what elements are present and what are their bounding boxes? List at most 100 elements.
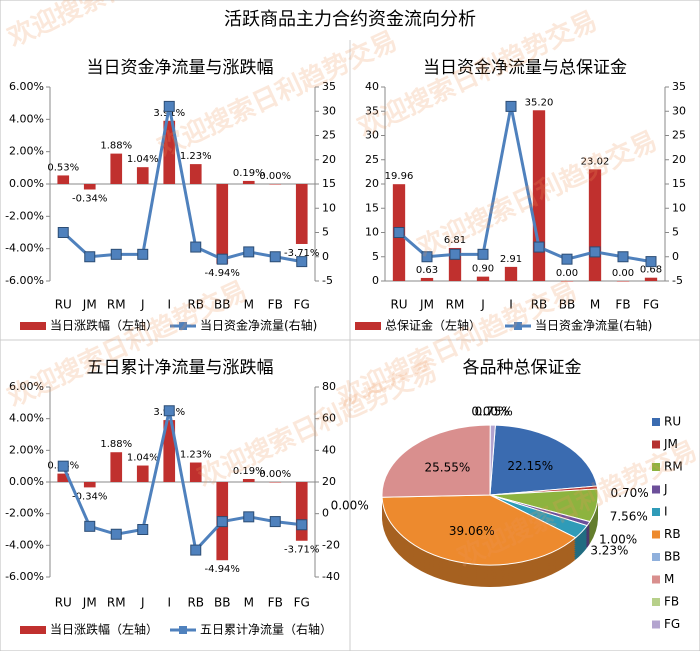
y2-tick-label: 10 — [672, 201, 686, 214]
bar — [560, 281, 574, 282]
x-tick-label: M — [244, 298, 254, 312]
y2-tick-label: 15 — [322, 177, 336, 190]
bar — [57, 473, 70, 482]
y2-tick-label: 20 — [672, 153, 686, 166]
marker — [449, 248, 461, 260]
data-label: 1.04% — [127, 453, 159, 464]
y2-tick-label: 20 — [322, 475, 336, 488]
legend-label: 当日涨跌幅（左轴） — [50, 318, 158, 333]
data-label: 1.04% — [127, 154, 159, 165]
y-tick-label: 10 — [365, 226, 379, 239]
legend-label: RB — [664, 527, 681, 541]
y-tick-label: -2.00% — [5, 209, 44, 222]
bar — [189, 164, 202, 184]
x-tick-label: RB — [531, 298, 548, 312]
data-label: 1.23% — [180, 151, 212, 162]
bar — [616, 281, 630, 282]
data-label: 25.55% — [425, 461, 471, 475]
y-tick-label: -6.00% — [5, 274, 44, 287]
legend-swatch — [652, 485, 660, 494]
y2-tick-label: 25 — [322, 129, 336, 142]
y2-tick-label: -40 — [322, 570, 340, 583]
legend-label: FG — [664, 617, 680, 631]
marker — [393, 227, 405, 238]
y-tick-label: 15 — [365, 201, 379, 214]
data-label: 0.19% — [233, 168, 265, 179]
legend-label: J — [663, 482, 668, 496]
legend-swatch — [652, 598, 660, 606]
data-label: -4.94% — [205, 268, 240, 279]
data-label: -0.34% — [72, 491, 107, 502]
x-tick-label: RM — [107, 298, 126, 312]
y2-tick-label: 30 — [672, 104, 686, 117]
marker — [84, 520, 96, 532]
data-label: 0.00% — [471, 405, 509, 419]
y2-tick-label: 5 — [322, 226, 329, 239]
data-label: 1.88% — [100, 439, 132, 450]
y-tick-label: 4.00% — [9, 412, 44, 425]
y-tick-label: 2.00% — [9, 443, 44, 456]
y2-tick-label: 25 — [672, 129, 686, 142]
legend-label: RM — [664, 460, 683, 474]
y-tick-label: -4.00% — [5, 538, 44, 551]
x-tick-label: JM — [82, 596, 97, 610]
x-tick-label: FG — [294, 298, 310, 312]
legend-swatch — [652, 530, 660, 539]
bar — [644, 277, 658, 281]
data-label: 2.91 — [500, 254, 522, 265]
marker — [269, 516, 281, 528]
x-tick-label: RM — [446, 298, 465, 312]
x-tick-label: BB — [214, 298, 230, 312]
legend-label: FB — [664, 595, 679, 609]
data-label: 7.56% — [610, 509, 648, 523]
data-label: -0.34% — [72, 193, 107, 204]
data-label: 22.15% — [507, 459, 553, 473]
data-label: 0.90 — [472, 264, 494, 275]
y2-tick-label: -5 — [672, 274, 683, 287]
marker — [110, 528, 122, 540]
marker — [190, 544, 202, 556]
slice — [489, 424, 598, 496]
legend-swatch — [20, 626, 46, 634]
marker — [589, 246, 601, 258]
marker — [137, 524, 149, 535]
x-tick-label: BB — [559, 298, 575, 312]
y-tick-label: 6.00% — [9, 380, 44, 393]
bar — [295, 482, 308, 541]
chart-title: 各品种总保证金 — [463, 358, 582, 378]
bar — [110, 452, 123, 482]
x-tick-label: RB — [187, 596, 204, 610]
data-label: 3.23% — [590, 543, 628, 557]
marker — [57, 227, 69, 238]
bar — [242, 180, 255, 184]
y-tick-label: 30 — [365, 129, 379, 142]
x-tick-label: RB — [187, 298, 204, 312]
data-label: 0.00% — [259, 171, 291, 182]
y-tick-label: 40 — [365, 80, 379, 93]
x-tick-label: RU — [55, 596, 72, 610]
bar — [163, 120, 176, 184]
y-tick-label: 4.00% — [9, 112, 44, 125]
bar — [136, 465, 149, 482]
bar — [269, 184, 282, 185]
data-label: 35.20 — [525, 97, 554, 108]
y-tick-label: 2.00% — [9, 145, 44, 158]
legend-label: JM — [663, 437, 678, 451]
y-tick-label: 5 — [372, 250, 379, 263]
bar — [216, 184, 229, 264]
data-label: 0.68 — [640, 265, 662, 276]
marker — [296, 519, 308, 531]
data-label: 1.23% — [180, 450, 212, 461]
legend-swatch — [652, 575, 660, 584]
line — [61, 410, 302, 554]
data-label: 1.88% — [100, 141, 132, 152]
marker — [243, 246, 255, 258]
data-label: 0.19% — [233, 466, 265, 477]
data-label: 0.63 — [416, 265, 438, 276]
legend-swatch — [179, 626, 187, 634]
legend-swatch — [652, 418, 660, 426]
y-tick-label: 20 — [365, 177, 379, 190]
y2-tick-label: 0 — [322, 250, 329, 263]
marker — [110, 248, 122, 260]
legend-swatch — [652, 553, 660, 561]
